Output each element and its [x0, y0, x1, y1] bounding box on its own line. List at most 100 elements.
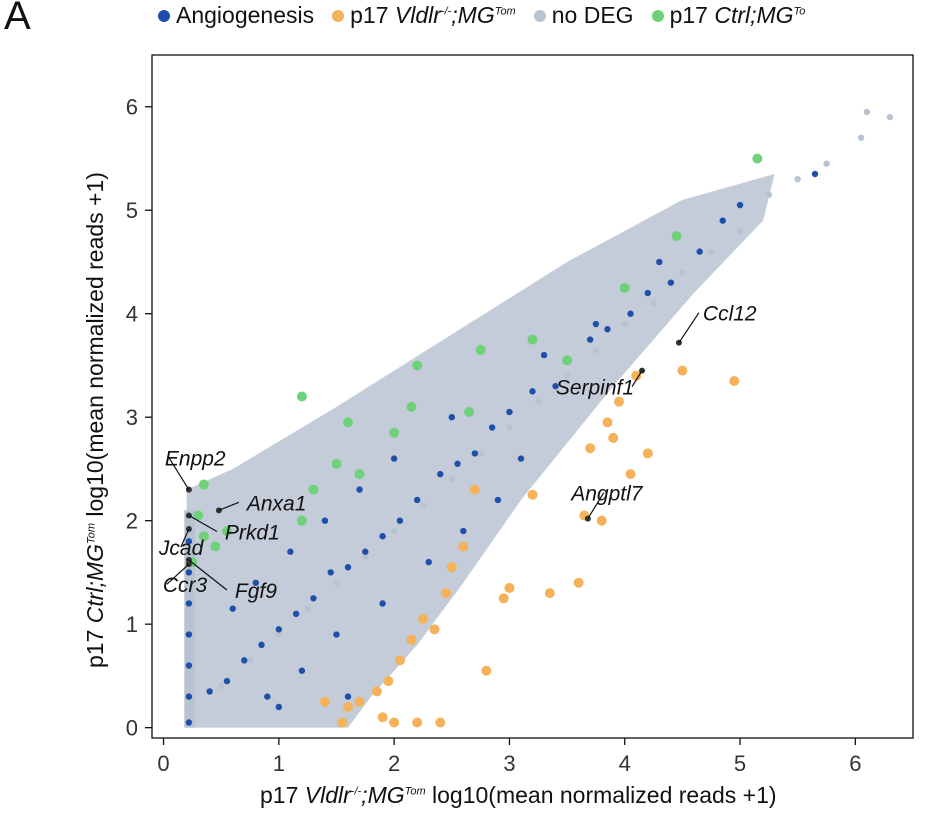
point-angiogenesis	[667, 279, 675, 286]
point-angiogenesis	[298, 667, 306, 674]
y-axis: 0 1 2 3 4 5 6	[126, 95, 152, 741]
point-no-deg	[477, 450, 484, 457]
data-points	[185, 108, 894, 728]
point-angiogenesis	[344, 564, 352, 571]
point-p17-vldlr-mgtom	[383, 676, 394, 687]
point-p17-ctrl-mgtom	[671, 231, 682, 242]
point-p17-vldlr-mgtom	[417, 613, 428, 624]
legend: Angiogenesis p17 Vldlr-/-;MGTom no DEG p…	[158, 2, 823, 29]
point-p17-ctrl-mgtom	[619, 282, 630, 293]
legend-label-vldlr: p17 Vldlr-/-;MGTom	[350, 2, 516, 28]
annotation-leader	[218, 501, 240, 511]
annotation-leader	[168, 457, 190, 490]
point-p17-ctrl-mgtom	[475, 344, 486, 355]
point-p17-vldlr-mgtom	[377, 712, 388, 723]
point-p17-vldlr-mgtom	[481, 665, 492, 676]
x-tick-label: 5	[734, 751, 746, 776]
point-p17-ctrl-mgtom	[406, 401, 417, 412]
point-p17-vldlr-mgtom	[729, 375, 740, 386]
point-low-count-column	[185, 538, 193, 545]
point-angiogenesis	[275, 626, 283, 633]
annotation-marker	[215, 507, 222, 514]
point-no-deg	[275, 631, 283, 638]
point-p17-vldlr-mgtom	[441, 588, 452, 599]
point-p17-ctrl-mgtom	[308, 484, 319, 495]
point-angiogenesis	[344, 693, 352, 700]
point-no-deg	[535, 398, 542, 405]
point-no-deg	[304, 605, 311, 612]
point-p17-ctrl-mgtom	[389, 427, 400, 438]
point-p17-vldlr-mgtom	[406, 634, 417, 645]
point-angiogenesis	[310, 595, 317, 602]
point-angiogenesis	[390, 455, 398, 462]
point-angiogenesis	[258, 641, 265, 649]
x-tick-label: 1	[273, 751, 285, 776]
point-no-deg	[246, 657, 254, 664]
point-p17-vldlr-mgtom	[389, 717, 400, 728]
x-tick-label: 0	[157, 751, 169, 776]
legend-swatch-angiogenesis	[158, 9, 170, 22]
point-angiogenesis	[292, 610, 300, 618]
point-p17-vldlr-mgtom	[527, 489, 538, 500]
point-angiogenesis	[396, 517, 404, 524]
point-p17-vldlr-mgtom	[544, 588, 555, 599]
point-p17-ctrl-mgtom	[210, 541, 221, 552]
point-p17-vldlr-mgtom	[613, 396, 624, 407]
point-p17-vldlr-mgtom	[573, 577, 584, 588]
point-p17-ctrl-mgtom	[198, 531, 209, 542]
point-angiogenesis	[644, 289, 652, 297]
point-angiogenesis	[604, 326, 611, 333]
point-no-deg	[448, 476, 455, 483]
point-p17-vldlr-mgtom	[631, 370, 642, 381]
point-angiogenesis	[488, 424, 496, 431]
point-angiogenesis	[437, 470, 444, 478]
point-p17-ctrl-mgtom	[221, 526, 232, 537]
annotation-label: Angptl7	[569, 483, 644, 506]
point-p17-vldlr-mgtom	[677, 365, 688, 376]
point-p17-vldlr-mgtom	[394, 655, 405, 666]
point-p17-ctrl-mgtom	[198, 479, 209, 490]
point-angiogenesis	[540, 351, 548, 359]
legend-label-ctrl: p17 Ctrl;MGTo	[669, 2, 806, 28]
point-no-deg	[857, 134, 865, 141]
point-angiogenesis	[696, 248, 703, 255]
point-no-deg	[362, 553, 369, 561]
point-p17-vldlr-mgtom	[585, 443, 596, 454]
point-no-deg	[419, 501, 427, 509]
point-p17-ctrl-mgtom	[296, 515, 307, 526]
point-angiogenesis	[586, 336, 594, 343]
point-p17-vldlr-mgtom	[642, 448, 653, 459]
point-no-deg	[333, 579, 340, 586]
legend-swatch-vldlr	[332, 9, 345, 22]
y-tick-label: 5	[126, 198, 138, 223]
point-angiogenesis	[223, 677, 231, 685]
legend-item-no-deg: no DEG	[533, 2, 634, 29]
point-angiogenesis	[264, 693, 271, 700]
point-p17-ctrl-mgtom	[562, 355, 573, 366]
point-angiogenesis	[356, 486, 363, 493]
point-low-count-column	[185, 569, 193, 576]
point-no-deg	[592, 346, 600, 354]
point-p17-ctrl-mgtom	[354, 469, 365, 480]
annotation-label: Fgf9	[235, 580, 277, 603]
point-angiogenesis	[719, 217, 726, 224]
point-angiogenesis	[529, 388, 536, 395]
annotation-label: Ccl12	[703, 303, 757, 326]
point-p17-vldlr-mgtom	[625, 469, 636, 480]
y-tick-label: 2	[126, 509, 138, 534]
point-p17-ctrl-mgtom	[343, 417, 354, 428]
point-angiogenesis	[506, 408, 513, 416]
point-p17-vldlr-mgtom	[354, 696, 365, 707]
point-p17-vldlr-mgtom	[608, 432, 619, 443]
x-tick-label: 2	[388, 751, 400, 776]
point-p17-vldlr-mgtom	[504, 582, 515, 593]
point-p17-vldlr-mgtom	[458, 541, 469, 552]
point-angiogenesis	[327, 569, 334, 576]
point-no-deg	[823, 160, 830, 167]
point-angiogenesis	[379, 600, 386, 607]
annotation-leader	[587, 492, 605, 519]
plot-frame	[151, 54, 914, 739]
point-angiogenesis	[413, 496, 421, 504]
legend-item-vldlr: p17 Vldlr-/-;MGTom	[332, 2, 516, 29]
point-angiogenesis	[627, 310, 634, 317]
